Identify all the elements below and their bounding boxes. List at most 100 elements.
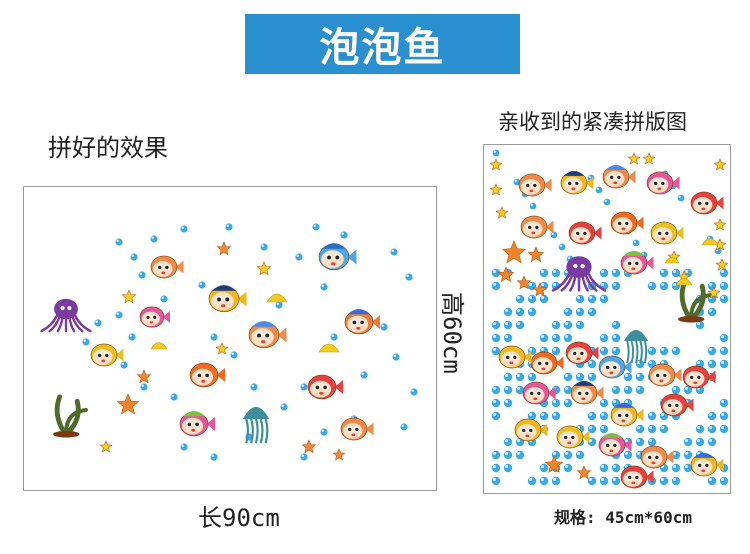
bubble-icon <box>491 268 501 278</box>
starfish-icon <box>497 266 515 283</box>
bubble-icon <box>551 476 561 486</box>
bubble-icon <box>599 333 609 343</box>
fish-icon <box>598 355 632 379</box>
bubble-icon <box>635 437 645 447</box>
starfish-icon <box>713 158 727 171</box>
starfish-icon <box>121 289 137 304</box>
bubble-icon <box>719 281 729 291</box>
starfish-icon <box>527 246 545 263</box>
bubble-icon <box>707 359 717 369</box>
shell-icon <box>664 257 680 264</box>
shell-icon <box>701 238 719 246</box>
bubble-icon <box>611 463 621 473</box>
bubble-icon <box>515 320 525 330</box>
bubble-icon <box>180 225 188 233</box>
bubble-icon <box>360 371 368 379</box>
bubble-icon <box>491 398 501 408</box>
bubble-icon <box>677 194 685 202</box>
bubble-icon <box>491 385 501 395</box>
bubble-icon <box>695 320 705 330</box>
bubble-icon <box>587 424 597 434</box>
bubble-icon <box>503 450 513 460</box>
bubble-icon <box>599 463 609 473</box>
bubble-icon <box>551 411 561 421</box>
bubble-icon <box>587 307 597 317</box>
starfish-icon <box>489 183 503 196</box>
starfish-icon <box>501 240 527 264</box>
bubble-icon <box>160 295 168 303</box>
fish-icon <box>318 243 357 271</box>
bubble-icon <box>647 281 657 291</box>
bubble-icon <box>300 453 308 461</box>
starfish-icon <box>544 455 564 473</box>
bubble-icon <box>671 450 681 460</box>
bubble-icon <box>659 424 669 434</box>
bubble-icon <box>491 463 501 473</box>
fish-icon <box>620 250 654 275</box>
bubble-icon <box>491 476 501 486</box>
jellyfish-icon <box>624 330 648 364</box>
starfish-icon <box>116 393 140 415</box>
bubble-icon <box>683 463 693 473</box>
sticker-sheet-scene <box>489 149 729 489</box>
starfish-icon <box>707 286 721 299</box>
bubble-icon <box>623 372 633 382</box>
bubble-icon <box>719 476 729 486</box>
starfish-icon <box>715 258 729 271</box>
sticker-sheet-panel <box>483 144 731 494</box>
shell-icon <box>150 342 168 350</box>
bubble-icon <box>671 346 681 356</box>
starfish-icon <box>99 440 113 453</box>
bubble-icon <box>210 453 218 461</box>
octopus-icon <box>551 256 607 292</box>
height-dimension-label: 高60cm <box>438 292 466 374</box>
bubble-icon <box>659 268 669 278</box>
bubble-icon <box>558 243 566 251</box>
bubble-icon <box>563 463 573 473</box>
starfish-icon <box>627 152 641 165</box>
bubble-icon <box>539 294 549 304</box>
width-dimension-label: 长90cm <box>198 504 280 532</box>
bubble-icon <box>539 333 549 343</box>
bubble-icon <box>491 411 501 421</box>
bubble-icon <box>719 268 729 278</box>
bubble-icon <box>611 346 621 356</box>
fish-icon <box>556 425 590 449</box>
fish-icon <box>568 221 602 245</box>
bubble-icon <box>719 333 729 343</box>
fish-icon <box>640 445 674 469</box>
bubble-icon <box>260 243 268 251</box>
octopus-icon <box>40 298 92 333</box>
bubble-icon <box>587 359 597 369</box>
bubble-icon <box>575 307 585 317</box>
bubble-icon <box>659 346 669 356</box>
bubble-icon <box>635 424 645 434</box>
bubble-icon <box>491 281 501 291</box>
bubble-icon <box>595 186 603 194</box>
bubble-icon <box>491 320 501 330</box>
bubble-icon <box>529 202 537 210</box>
bubble-icon <box>551 268 561 278</box>
bubble-icon <box>635 359 645 369</box>
bubble-icon <box>563 320 573 330</box>
bubble-icon <box>503 385 513 395</box>
bubble-icon <box>138 271 146 279</box>
bubble-icon <box>503 333 513 343</box>
bubble-icon <box>180 443 188 451</box>
fish-icon <box>90 343 124 367</box>
bubble-icon <box>527 307 537 317</box>
bubble-icon <box>491 450 501 460</box>
bubble-icon <box>94 319 102 327</box>
bubble-icon <box>635 385 645 395</box>
bubble-icon <box>515 450 525 460</box>
seaweed-icon <box>53 394 88 438</box>
bubble-icon <box>603 198 611 206</box>
starfish-icon <box>489 158 503 171</box>
bubble-icon <box>551 398 561 408</box>
fish-icon <box>660 393 694 417</box>
bubble-icon <box>140 383 148 391</box>
bubble-icon <box>563 450 573 460</box>
bubble-icon <box>551 333 561 343</box>
bubble-icon <box>551 320 561 330</box>
starfish-icon <box>713 218 727 231</box>
